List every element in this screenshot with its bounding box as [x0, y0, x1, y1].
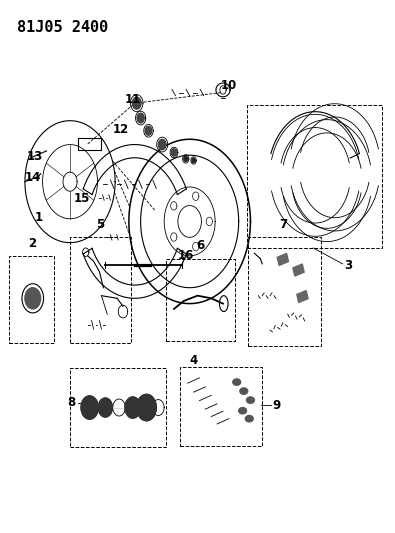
Circle shape [171, 149, 177, 156]
Text: 15: 15 [73, 192, 90, 205]
Bar [9, 256, 55, 343]
Text: 14: 14 [24, 171, 41, 184]
Bar [78, 138, 102, 150]
Bar [70, 368, 166, 447]
Circle shape [132, 97, 141, 109]
Text: 5: 5 [96, 218, 105, 231]
Bar [297, 290, 308, 303]
Ellipse shape [25, 288, 41, 309]
Text: 13: 13 [26, 150, 43, 163]
Text: 6: 6 [197, 239, 205, 252]
Ellipse shape [233, 379, 241, 385]
Ellipse shape [246, 397, 254, 403]
Text: 10: 10 [221, 79, 237, 92]
Circle shape [145, 126, 152, 135]
Circle shape [137, 113, 144, 123]
Bar [248, 237, 321, 346]
Text: 81J05 2400: 81J05 2400 [17, 20, 108, 35]
Ellipse shape [240, 388, 248, 394]
Bar [70, 237, 131, 343]
Bar [246, 105, 382, 248]
Text: 8: 8 [68, 396, 76, 409]
Circle shape [158, 139, 166, 150]
Text: 11: 11 [125, 93, 141, 106]
Bar [180, 367, 262, 446]
Circle shape [81, 396, 98, 419]
Text: 3: 3 [344, 259, 353, 272]
Circle shape [98, 398, 113, 417]
Circle shape [125, 397, 141, 418]
Text: 4: 4 [190, 354, 198, 367]
Text: 16: 16 [177, 249, 194, 262]
Bar [277, 253, 288, 265]
Text: 12: 12 [113, 123, 129, 136]
Circle shape [184, 156, 188, 161]
Ellipse shape [245, 416, 253, 422]
Bar [293, 264, 304, 276]
Text: 2: 2 [28, 237, 36, 249]
Bar [166, 259, 235, 341]
Circle shape [192, 158, 195, 163]
Text: 9: 9 [272, 399, 280, 412]
Circle shape [137, 394, 156, 421]
Ellipse shape [239, 408, 246, 414]
Text: 7: 7 [279, 218, 287, 231]
Text: 1: 1 [35, 211, 43, 224]
